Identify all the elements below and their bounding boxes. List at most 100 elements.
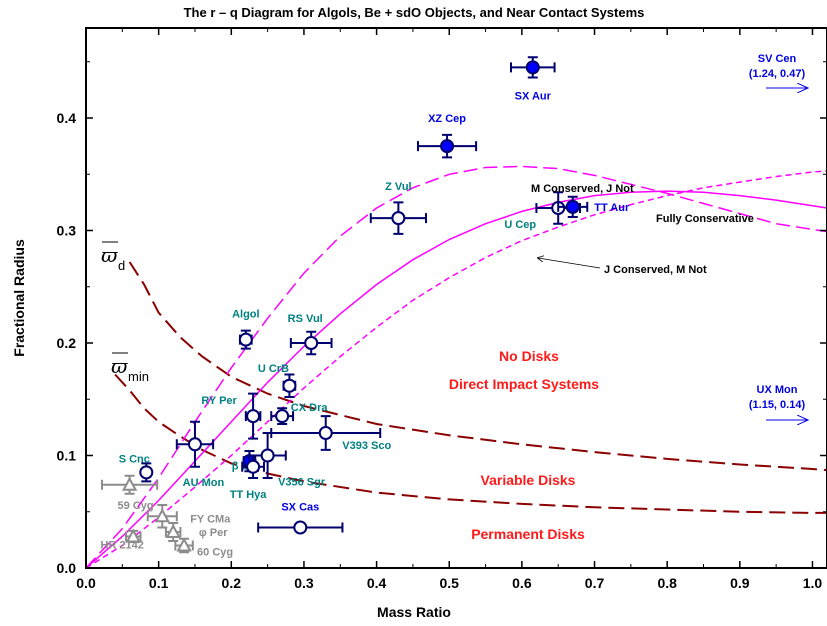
x-tick-label: 0.5 bbox=[440, 575, 460, 591]
gray-star-label: φ Per bbox=[199, 527, 228, 539]
star-point bbox=[238, 332, 253, 347]
omega-d-symbol: ϖ bbox=[101, 243, 118, 267]
star-marker: RS Vul bbox=[288, 313, 333, 356]
star-point bbox=[525, 60, 540, 75]
star-label: TT Aur bbox=[594, 202, 630, 214]
y-tick-label: 0.1 bbox=[57, 448, 77, 464]
star-point bbox=[440, 139, 455, 154]
star-point bbox=[304, 336, 319, 350]
y-tick-label: 0.2 bbox=[57, 335, 77, 351]
y-tick-label: 0.4 bbox=[57, 110, 77, 126]
star-marker: Algol bbox=[232, 309, 260, 350]
chart-title: The r – q Diagram for Algols, Be + sdO O… bbox=[184, 5, 645, 20]
ux-mon-name: UX Mon bbox=[757, 384, 798, 396]
star-label: U CrB bbox=[258, 363, 289, 375]
star-point bbox=[318, 426, 333, 440]
gray-star-marker: HR 2142 bbox=[101, 528, 144, 552]
star-point bbox=[293, 520, 308, 535]
gray-star-label: FY CMa bbox=[190, 513, 231, 525]
x-tick-label: 1.0 bbox=[803, 575, 823, 591]
y-tick-label: 0.0 bbox=[57, 560, 77, 576]
model-curves bbox=[86, 165, 827, 568]
star-label: AU Mon bbox=[183, 477, 225, 489]
j-conserved-m-not-curve bbox=[86, 170, 827, 568]
star-label: SX Cas bbox=[281, 502, 319, 514]
gray-star-marker: 60 Cyg bbox=[174, 537, 233, 559]
star-label: U Cep bbox=[504, 219, 536, 231]
star-marker: TT Hya bbox=[230, 454, 268, 501]
direct-impact-label: Direct Impact Systems bbox=[449, 376, 599, 392]
star-point bbox=[246, 459, 261, 474]
x-tick-label: 0.9 bbox=[730, 575, 750, 591]
j-conserved-arrow bbox=[538, 258, 601, 269]
star-group: SX Aur XZ Cep Z Vul U Cep TT Aur Algol RS Vul U… bbox=[119, 56, 630, 535]
gray-star-marker: φ Per bbox=[164, 522, 228, 542]
gray-star-label: HR 2142 bbox=[101, 540, 144, 552]
x-tick-label: 0.0 bbox=[76, 575, 96, 591]
star-marker: Z Vul bbox=[369, 181, 427, 235]
y-axis-label: Fractional Radius bbox=[11, 239, 27, 357]
star-point bbox=[187, 437, 202, 452]
star-label: SX Aur bbox=[515, 90, 552, 102]
gray-star-triangle bbox=[176, 537, 192, 552]
star-marker: U Cep bbox=[504, 191, 581, 231]
star-label: Algol bbox=[232, 309, 260, 321]
omega-min-subscript: min bbox=[128, 369, 149, 384]
x-tick-label: 0.2 bbox=[222, 575, 242, 591]
star-point bbox=[282, 378, 297, 393]
star-label: TT Hya bbox=[230, 489, 268, 501]
sv-cen-name: SV Cen bbox=[758, 53, 797, 65]
variable-disks-label: Variable Disks bbox=[481, 472, 576, 488]
star-label: RS Vul bbox=[288, 313, 323, 325]
gray-star-group: 59 Cyg FY CMa φ Per 60 Cyg HR 2142 bbox=[100, 474, 233, 559]
star-marker: XZ Cep bbox=[416, 113, 478, 159]
star-marker: V393 Sco bbox=[270, 415, 391, 452]
star-point bbox=[275, 409, 290, 424]
plot-frame bbox=[85, 27, 827, 569]
x-tick-label: 0.4 bbox=[367, 575, 387, 591]
star-marker: SX Cas bbox=[257, 502, 344, 535]
gray-star-triangle bbox=[165, 523, 181, 538]
omega-d-curve bbox=[128, 261, 827, 472]
omega-min-curve bbox=[114, 373, 827, 514]
x-tick-label: 0.1 bbox=[149, 575, 169, 591]
star-point bbox=[246, 409, 261, 424]
gray-star-label: 59 Cyg bbox=[118, 500, 154, 512]
star-label: XZ Cep bbox=[428, 113, 466, 125]
star-label: CX Dra bbox=[291, 402, 329, 414]
gray-star-triangle bbox=[154, 508, 170, 523]
gray-star-marker: 59 Cyg bbox=[100, 474, 159, 512]
star-marker: SX Aur bbox=[509, 56, 556, 102]
star-marker: U CrB bbox=[258, 363, 297, 398]
star-label: V393 Sco bbox=[342, 440, 391, 452]
star-label: RY Per bbox=[201, 395, 237, 407]
star-marker: CX Dra bbox=[270, 402, 329, 425]
star-label: V356 Sgr bbox=[278, 477, 326, 489]
star-marker: RY Per bbox=[201, 392, 262, 440]
star-label: S Cnc bbox=[119, 453, 150, 465]
m-conserved-j-not-curve bbox=[86, 165, 827, 568]
star-marker: V356 Sgr bbox=[248, 432, 326, 489]
sv-cen-offscale: SV Cen (1.24, 0.47) bbox=[749, 53, 808, 88]
x-tick-label: 0.7 bbox=[585, 575, 605, 591]
no-disks-label: No Disks bbox=[499, 348, 559, 364]
gray-star-triangle bbox=[121, 476, 138, 491]
m-conserved-label: M Conserved, J Not bbox=[531, 183, 634, 195]
star-point bbox=[139, 465, 154, 480]
gray-star-label: 60 Cyg bbox=[197, 547, 233, 559]
omega-d-label: ϖ d bbox=[101, 241, 125, 273]
star-point bbox=[391, 211, 406, 226]
sv-cen-values: (1.24, 0.47) bbox=[749, 68, 806, 80]
star-point bbox=[565, 199, 580, 214]
ux-mon-offscale: UX Mon (1.15, 0.14) bbox=[749, 384, 808, 420]
star-label: Z Vul bbox=[385, 181, 411, 193]
star-point bbox=[260, 448, 275, 463]
gray-star-triangle bbox=[125, 528, 141, 543]
omega-min-label: ϖ min bbox=[111, 352, 149, 384]
x-tick-label: 0.3 bbox=[294, 575, 314, 591]
star-marker: TT Aur bbox=[557, 195, 630, 218]
fully-conservative-label: Fully Conservative bbox=[656, 213, 754, 225]
x-tick-label: 0.6 bbox=[512, 575, 532, 591]
x-tick-label: 0.8 bbox=[657, 575, 677, 591]
